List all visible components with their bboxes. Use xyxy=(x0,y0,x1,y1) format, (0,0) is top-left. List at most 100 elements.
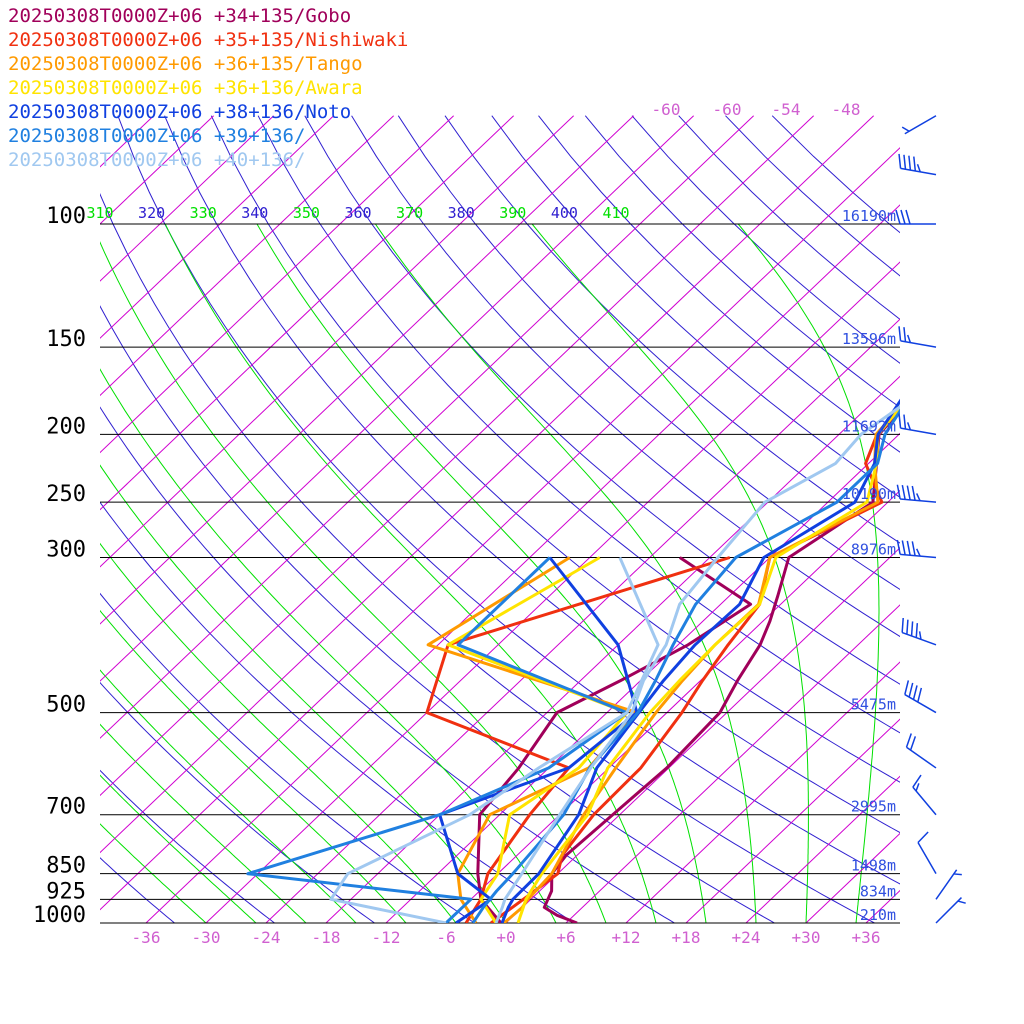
pressure-tick-label: 200 xyxy=(46,414,86,439)
dry-adiabat-line xyxy=(100,857,175,923)
pressure-tick-label: 1000 xyxy=(33,903,86,928)
dry-adiabat-line xyxy=(100,406,675,923)
temperature-tick-label: +18 xyxy=(672,928,701,947)
isotherm-label: -48 xyxy=(832,100,861,119)
temperature-tick-label: +30 xyxy=(792,928,821,947)
temperature-tick-label: -6 xyxy=(436,928,455,947)
temperature-tick-label: -12 xyxy=(372,928,401,947)
pressure-tick-label: 300 xyxy=(46,538,86,563)
wind-barb xyxy=(898,326,937,348)
temperature-line xyxy=(516,405,900,923)
height-label: 834m xyxy=(860,882,896,900)
temperature-tick-label: +0 xyxy=(496,928,515,947)
wind-barb xyxy=(935,897,966,924)
isotherm-line xyxy=(385,432,900,923)
height-label: 8976m xyxy=(851,541,896,559)
isotherm-line xyxy=(325,375,900,923)
legend-entry: 20250308T0000Z+06 +36+135/Tango xyxy=(8,53,363,75)
isotherm-line xyxy=(100,115,574,568)
height-label: 10190m xyxy=(842,485,896,503)
wind-barb xyxy=(901,115,937,135)
wind-barb xyxy=(904,680,937,714)
dry-adiabat-line xyxy=(100,501,575,923)
temperature-line xyxy=(494,405,900,923)
wind-barb xyxy=(912,774,937,816)
isotherm-label: -60 xyxy=(652,100,681,119)
dewpoint-line xyxy=(246,556,629,923)
moist-adiabat-line xyxy=(256,223,707,923)
legend-entry: 20250308T0000Z+06 +38+136/Noto xyxy=(8,101,352,123)
pressure-tick-label: 150 xyxy=(46,327,86,352)
isotherm-line xyxy=(100,115,334,339)
dry-adiabat-line xyxy=(444,115,900,544)
wind-barb xyxy=(917,831,937,875)
isotherm-line xyxy=(100,115,454,454)
isotherm-line xyxy=(145,204,900,923)
dry-adiabats xyxy=(100,115,900,923)
isotherm-line xyxy=(100,115,394,397)
isotherm-line xyxy=(745,775,900,923)
theta-label: 340 xyxy=(241,204,268,222)
temperature-tick-label: -24 xyxy=(252,928,281,947)
isotherm-label: -54 xyxy=(772,100,801,119)
height-label: 13596m xyxy=(842,330,896,348)
sounding-series xyxy=(246,398,900,923)
isotherm-line xyxy=(986,116,1024,923)
height-label: 1498m xyxy=(851,857,896,875)
temperature-line xyxy=(500,398,900,923)
dry-adiabat-line xyxy=(210,115,900,783)
isotherm-line xyxy=(100,115,274,282)
height-label: 16190m xyxy=(842,207,896,225)
wind-barb xyxy=(895,209,936,225)
theta-label: 400 xyxy=(551,204,578,222)
isotherm-line xyxy=(100,115,874,854)
pressure-tick-label: 850 xyxy=(46,854,86,879)
dry-adiabat-line xyxy=(397,115,900,591)
isotherm-line xyxy=(625,661,900,923)
temperature-tick-label: -30 xyxy=(192,928,221,947)
height-label: 210m xyxy=(860,906,896,924)
temperature-line xyxy=(471,408,900,923)
pressure-tick-label: 250 xyxy=(46,482,86,507)
temperature-line xyxy=(542,408,900,923)
isotherm-label: -60 xyxy=(713,100,742,119)
isotherm-line xyxy=(685,718,900,923)
isotherm-line xyxy=(505,547,900,923)
dewpoint-line xyxy=(329,556,660,923)
theta-label: 370 xyxy=(396,204,423,222)
isotherm-line xyxy=(100,147,900,911)
isotherm-line xyxy=(565,604,900,923)
moist-adiabat-line xyxy=(906,224,977,923)
temperature-tick-label: -18 xyxy=(312,928,341,947)
dry-adiabat-line xyxy=(100,769,275,923)
temperature-line xyxy=(490,405,900,923)
wind-barb xyxy=(935,869,962,900)
temperature-tick-label: -36 xyxy=(132,928,161,947)
theta-label: 390 xyxy=(499,204,526,222)
isotherm-line xyxy=(100,115,754,739)
dry-adiabat-line xyxy=(257,115,900,734)
isotherm-line xyxy=(100,115,634,625)
theta-label: 380 xyxy=(448,204,475,222)
temperature-tick-label: +6 xyxy=(556,928,575,947)
theta-label: 410 xyxy=(602,204,629,222)
theta-label: 320 xyxy=(138,204,165,222)
wind-barb xyxy=(905,733,937,769)
moist-adiabat-line xyxy=(100,823,207,923)
dewpoint-line xyxy=(426,556,639,923)
legend-entry: 20250308T0000Z+06 +36+136/Awara xyxy=(8,77,363,99)
wind-barb xyxy=(901,617,937,646)
isotherm-line xyxy=(100,115,694,682)
isotherm-line xyxy=(100,115,514,511)
temperature-tick-label: +36 xyxy=(852,928,881,947)
moist-adiabat-line xyxy=(100,368,557,923)
legend-entry: 20250308T0000Z+06 +34+135/Gobo xyxy=(8,5,352,27)
axis-labels: 100 16190m 150 13596m 200 11692m 250 10190m 300 8… xyxy=(33,100,896,947)
dry-adiabat-line xyxy=(117,115,900,885)
pressure-tick-label: 500 xyxy=(46,693,86,718)
wind-barb xyxy=(896,484,937,503)
isotherm-line xyxy=(265,318,900,923)
theta-label: 330 xyxy=(190,204,217,222)
pressure-tick-label: 700 xyxy=(46,795,86,820)
